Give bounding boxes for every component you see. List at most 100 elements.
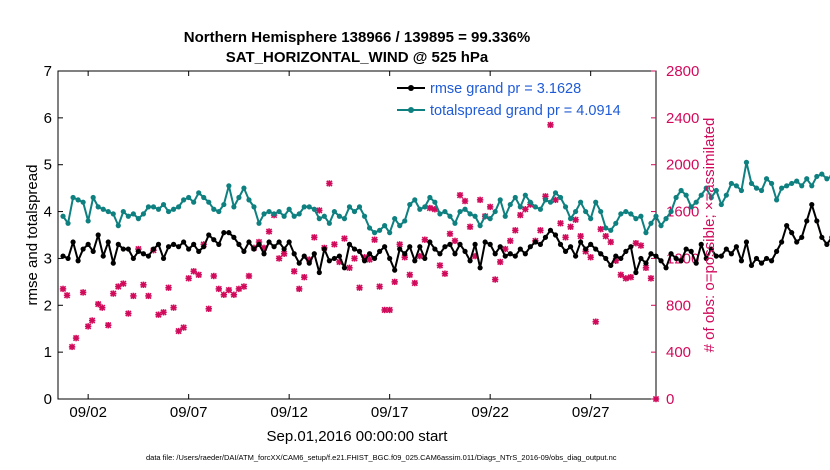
totalspread-point — [321, 213, 327, 219]
totalspread-point — [718, 201, 724, 208]
obs-marker — [627, 273, 635, 281]
obs-marker — [155, 311, 162, 318]
rmse-point — [417, 244, 423, 250]
totalspread-point — [417, 206, 423, 212]
rmse-point — [60, 253, 66, 259]
obs-marker — [195, 271, 202, 279]
rmse-point — [366, 251, 373, 257]
totalspread-point — [748, 180, 755, 187]
totalspread-point — [231, 204, 237, 210]
totalspread-point — [809, 183, 815, 189]
x-tick-label: 09/02 — [69, 404, 107, 421]
obs-marker — [210, 272, 217, 280]
totalspread-point — [532, 204, 538, 210]
totalspread-point — [60, 213, 66, 219]
totalspread-point — [648, 220, 654, 226]
totalspread-point — [397, 223, 403, 229]
rmse-point — [814, 218, 820, 224]
rmse-point — [718, 253, 724, 259]
rmse-point — [437, 251, 443, 257]
obs-marker — [351, 255, 358, 262]
obs-marker — [175, 327, 182, 335]
rmse-point — [251, 246, 257, 252]
rmse-point — [377, 248, 383, 254]
obs-marker — [230, 291, 238, 298]
rmse-point — [301, 253, 307, 259]
rmse-point — [683, 246, 689, 252]
rmse-point — [588, 241, 594, 247]
legend-spread-marker — [408, 107, 414, 113]
totalspread-point — [351, 208, 358, 215]
totalspread-point — [678, 187, 684, 194]
rmse-point — [462, 248, 468, 254]
rmse-point — [774, 248, 780, 254]
totalspread-point — [542, 197, 549, 203]
totalspread-point — [774, 197, 780, 203]
rmse-point — [794, 239, 800, 245]
obs-marker — [476, 196, 484, 204]
obs-marker — [275, 255, 283, 262]
rmse-point — [623, 248, 629, 254]
totalspread-point — [95, 204, 101, 210]
totalspread-point — [799, 183, 805, 189]
y-axis-left: 0 1 2 3 4 5 6 7 — [44, 63, 63, 408]
obs-marker — [537, 227, 544, 234]
rmse-point — [784, 223, 790, 229]
obs-marker — [245, 272, 253, 280]
totalspread-point — [90, 194, 96, 201]
totalspread-point — [658, 223, 664, 229]
totalspread-point — [346, 204, 353, 210]
totalspread-point — [588, 216, 594, 222]
rmse-point — [648, 251, 654, 257]
rmse-point — [85, 241, 91, 247]
totalspread-point — [779, 185, 785, 191]
x-tick-label: 09/22 — [471, 404, 509, 421]
rmse-point — [170, 241, 177, 247]
rmse-point — [271, 244, 277, 250]
rmse-point — [728, 251, 734, 257]
totalspread-point — [170, 206, 177, 212]
totalspread-point — [100, 206, 106, 212]
obs-marker — [376, 283, 383, 290]
rmse-point — [201, 244, 207, 250]
y-axis-left-label: rmse and totalspread — [24, 165, 41, 306]
rmse-point — [341, 265, 348, 271]
rmse-point — [331, 255, 337, 262]
rmse-point — [593, 246, 599, 252]
totalspread-point — [447, 213, 453, 219]
obs-marker — [411, 279, 418, 287]
rmse-point — [457, 241, 463, 247]
totalspread-point — [80, 199, 86, 205]
obs-marker — [160, 309, 167, 316]
rmse-point — [703, 255, 709, 262]
totalspread-point — [331, 208, 337, 215]
totalspread-point — [502, 213, 508, 219]
y-left-tick-label: 6 — [44, 110, 52, 127]
obs-marker — [145, 292, 152, 300]
obs-marker — [597, 225, 604, 233]
rmse-point — [211, 237, 217, 243]
obs-marker — [642, 264, 650, 271]
rmse-point — [583, 246, 589, 252]
rmse-point — [502, 253, 508, 259]
totalspread-point — [120, 208, 126, 215]
totalspread-point — [487, 216, 493, 222]
totalspread-point — [472, 213, 478, 219]
obs-marker — [235, 285, 243, 293]
totalspread-point — [271, 211, 277, 217]
footer-data-file: data file: /Users/raeder/DAI/ATM_forcXX/… — [146, 453, 617, 462]
rmse-point — [608, 262, 614, 269]
rmse-point — [799, 234, 805, 240]
y-left-tick-label: 0 — [44, 391, 52, 408]
totalspread-point — [522, 192, 528, 198]
totalspread-point — [206, 199, 212, 205]
rmse-point — [266, 239, 272, 245]
obs-marker — [491, 276, 499, 283]
rmse-point — [382, 244, 388, 250]
y-axis-right: 040080012001600200024002800 — [651, 63, 699, 408]
totalspread-point — [311, 206, 317, 212]
totalspread-point — [150, 204, 157, 210]
rmse-point — [748, 262, 755, 269]
rmse-point — [120, 246, 126, 252]
